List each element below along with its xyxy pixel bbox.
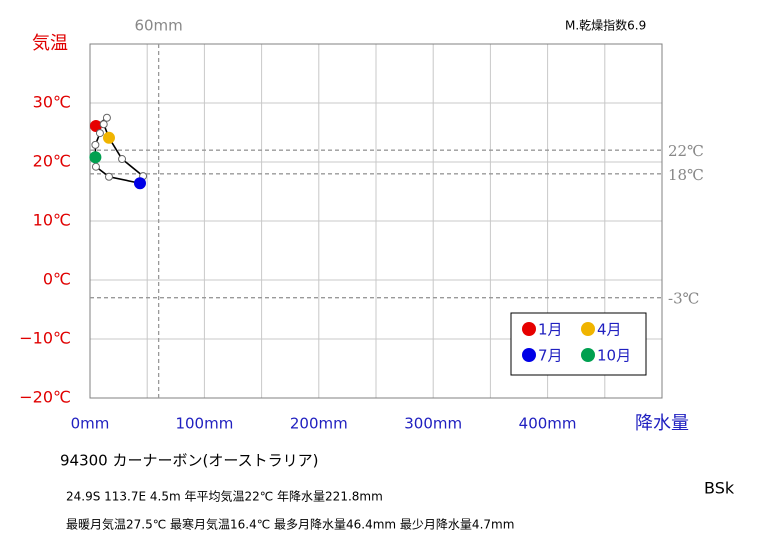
x-tick-label: 100mm (175, 415, 233, 433)
month-point (99, 120, 108, 129)
station-title: 94300 カーナーボン(オーストラリア) (60, 452, 318, 470)
climate-class: BSk (704, 479, 735, 498)
month-point (91, 162, 100, 171)
y-tick-label: 30℃ (33, 93, 71, 112)
reference-label: -3℃ (668, 290, 699, 308)
x-tick-label: 0mm (71, 415, 110, 433)
legend-marker (581, 348, 595, 362)
month-point (133, 177, 146, 190)
month-point (102, 113, 111, 122)
info-line: 24.9S 113.7E 4.5m 年平均気温22℃ 年降水量221.8mm (66, 489, 383, 504)
y-tick-label: −20℃ (19, 388, 71, 407)
month-point (89, 151, 102, 164)
month-point (91, 140, 100, 149)
legend-label: 7月 (538, 347, 563, 365)
legend-marker (581, 322, 595, 336)
y-tick-label: 20℃ (33, 152, 71, 171)
month-point (118, 155, 127, 164)
reference-label: 22℃ (668, 142, 704, 160)
legend-marker (522, 348, 536, 362)
plot-frame (89, 43, 663, 399)
legend-box (510, 312, 647, 376)
legend-label: 1月 (538, 321, 563, 339)
y-tick-label: 0℃ (43, 270, 71, 289)
x-tick-label: 400mm (519, 415, 577, 433)
dryness-index: M.乾燥指数6.9 (565, 18, 646, 33)
month-point (89, 120, 102, 133)
y-tick-label: −10℃ (19, 329, 71, 348)
x-axis-label: 降水量 (635, 413, 689, 434)
reference-label: 60mm (134, 17, 182, 35)
y-tick-label: 10℃ (33, 211, 71, 230)
month-point (102, 131, 115, 144)
legend-marker (522, 322, 536, 336)
x-tick-label: 300mm (404, 415, 462, 433)
reference-label: 18℃ (668, 166, 704, 184)
month-point (95, 129, 104, 138)
x-tick-label: 200mm (290, 415, 348, 433)
info-line: 最暖月気温27.5℃ 最寒月気温16.4℃ 最多月降水量46.4mm 最少月降水… (66, 517, 514, 532)
y-axis-label: 気温 (32, 33, 68, 54)
legend-label: 10月 (597, 347, 631, 365)
month-point (104, 172, 113, 181)
legend-label: 4月 (597, 321, 622, 339)
